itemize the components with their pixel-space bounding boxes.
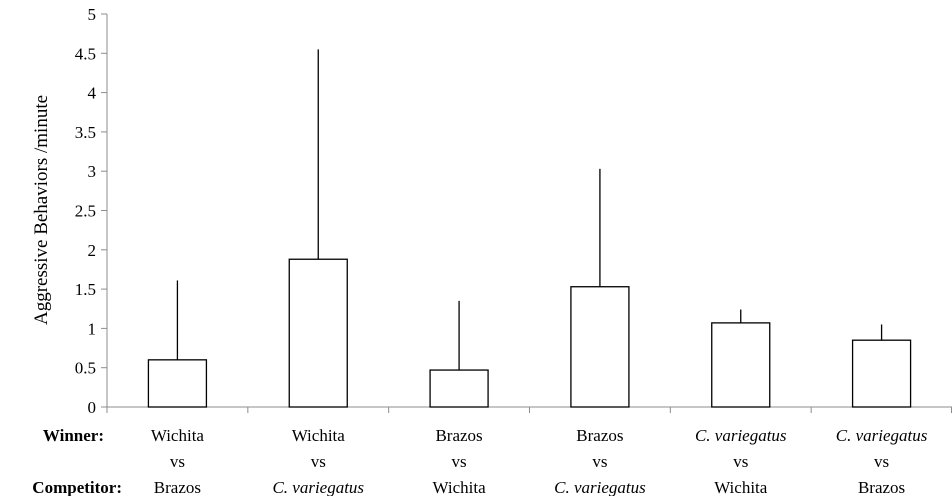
category-winner-label: Wichita (151, 426, 205, 445)
category-vs-label: vs (874, 452, 889, 471)
category-vs-label: vs (311, 452, 326, 471)
bar (147, 359, 208, 408)
category-winner-label: Brazos (435, 426, 482, 445)
category-vs-label: vs (733, 452, 748, 471)
winner-row-label: Winner: (43, 426, 104, 445)
y-tick-label: 2.5 (75, 202, 96, 221)
category-vs-label: vs (592, 452, 607, 471)
y-tick-label: 4.5 (75, 44, 96, 63)
category-competitor-label: Brazos (154, 478, 201, 496)
category-vs-label: vs (452, 452, 467, 471)
category-winner-label: Wichita (292, 426, 346, 445)
y-tick-label: 3.5 (75, 123, 96, 142)
bar (570, 286, 630, 408)
category-competitor-label: Wichita (714, 478, 768, 496)
bar (429, 369, 489, 408)
x-axis (106, 406, 952, 413)
error-bars (176, 49, 883, 371)
bar (288, 258, 348, 408)
category-competitor-label: C. variegatus (272, 478, 364, 496)
y-tick-label: 0 (88, 398, 97, 417)
y-tick-label: 1 (88, 319, 97, 338)
bar (711, 322, 771, 408)
y-tick-label: 5 (88, 5, 97, 24)
y-tick-label: 3 (88, 162, 97, 181)
y-tick-label: 1.5 (75, 280, 96, 299)
y-tick-label: 0.5 (75, 359, 96, 378)
y-axis-label: Aggressive Behaviors /minute (31, 95, 52, 325)
category-competitor-label: C. variegatus (554, 478, 646, 496)
category-competitor-label: Wichita (433, 478, 487, 496)
category-winner-label: Brazos (576, 426, 623, 445)
competitor-row-label: Competitor: (32, 478, 122, 496)
y-axis: 0 0.5 1 1.5 2 2.5 3 3.5 4 4.5 5 (75, 5, 108, 417)
bar (851, 339, 912, 408)
y-tick-label: 2 (88, 241, 97, 260)
bars (147, 258, 912, 408)
category-competitor-label: Brazos (858, 478, 905, 496)
category-vs-label: vs (170, 452, 185, 471)
y-tick-label: 4 (88, 84, 97, 103)
category-labels: Winner: Competitor: Wichita vs Brazos Wichita… (32, 426, 927, 496)
category-winner-label: C. variegatus (695, 426, 787, 445)
category-winner-label: C. variegatus (836, 426, 928, 445)
